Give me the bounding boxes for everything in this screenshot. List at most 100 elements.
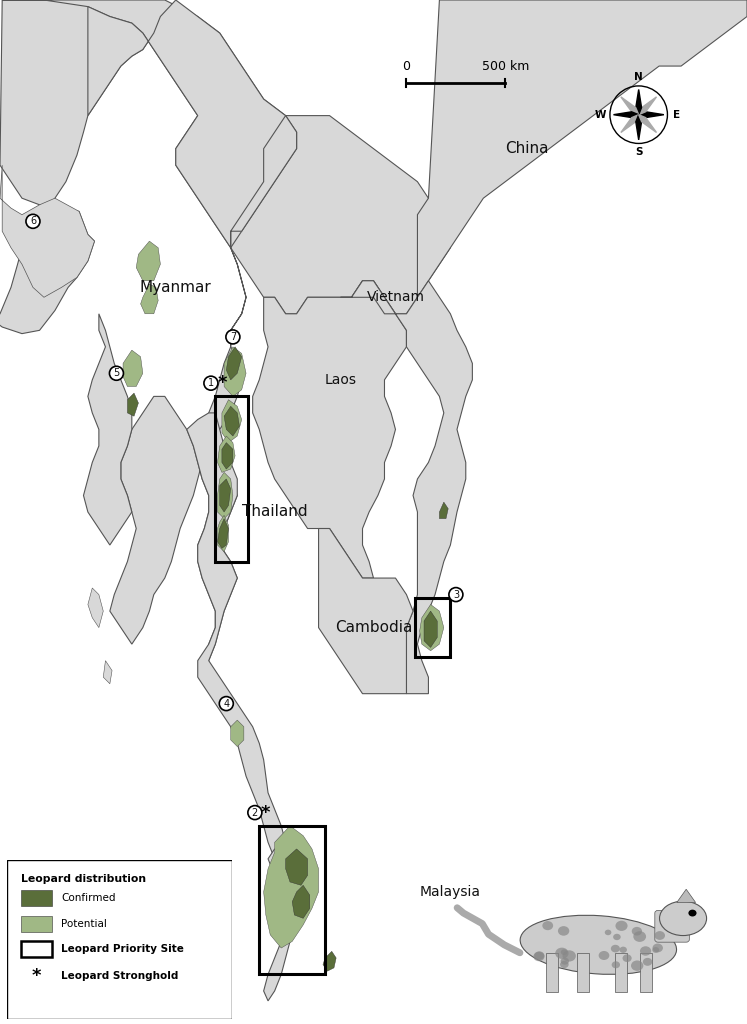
Ellipse shape <box>520 915 677 975</box>
Polygon shape <box>123 350 143 386</box>
Polygon shape <box>2 0 450 313</box>
Bar <box>639 952 651 992</box>
Polygon shape <box>264 849 308 1000</box>
Circle shape <box>622 954 632 962</box>
Text: *: * <box>261 804 270 821</box>
Polygon shape <box>318 528 413 693</box>
Text: E: E <box>673 110 680 120</box>
Circle shape <box>640 946 651 955</box>
Text: Cambodia: Cambodia <box>335 621 412 635</box>
Text: 6: 6 <box>30 216 36 226</box>
Circle shape <box>248 806 262 819</box>
Polygon shape <box>439 502 448 518</box>
Circle shape <box>689 909 696 916</box>
Polygon shape <box>252 281 406 579</box>
Circle shape <box>613 934 621 940</box>
Bar <box>21 941 52 957</box>
Polygon shape <box>128 393 138 416</box>
Text: China: China <box>506 141 549 156</box>
Text: 7: 7 <box>230 332 236 342</box>
Bar <box>615 952 627 992</box>
Circle shape <box>26 214 40 228</box>
Text: 2: 2 <box>252 808 258 817</box>
Text: Leopard Priority Site: Leopard Priority Site <box>61 944 184 954</box>
Polygon shape <box>613 112 639 118</box>
Circle shape <box>598 951 610 959</box>
Text: Leopard Stronghold: Leopard Stronghold <box>61 971 179 981</box>
Polygon shape <box>220 479 231 512</box>
Circle shape <box>204 376 218 390</box>
Circle shape <box>449 588 463 601</box>
Circle shape <box>605 930 611 935</box>
Polygon shape <box>217 518 229 548</box>
Text: Potential: Potential <box>61 919 107 929</box>
Circle shape <box>110 367 123 380</box>
Ellipse shape <box>660 901 707 936</box>
Polygon shape <box>224 347 246 396</box>
Text: *: * <box>217 374 226 392</box>
Polygon shape <box>639 97 657 115</box>
FancyBboxPatch shape <box>655 910 689 942</box>
Polygon shape <box>621 115 639 132</box>
Circle shape <box>611 945 620 952</box>
Text: Malaysia: Malaysia <box>420 885 481 899</box>
Polygon shape <box>424 611 437 647</box>
Polygon shape <box>84 313 131 545</box>
Text: *: * <box>32 967 41 985</box>
Circle shape <box>561 949 568 955</box>
Circle shape <box>555 947 568 958</box>
Circle shape <box>643 957 652 966</box>
Polygon shape <box>0 0 165 776</box>
Text: Thailand: Thailand <box>242 505 308 519</box>
Polygon shape <box>639 115 657 132</box>
Polygon shape <box>285 849 308 886</box>
Bar <box>21 890 52 906</box>
Bar <box>215 396 248 561</box>
Text: 3: 3 <box>453 590 459 600</box>
Polygon shape <box>418 0 747 297</box>
Polygon shape <box>621 97 639 115</box>
Polygon shape <box>677 889 695 902</box>
Polygon shape <box>217 436 235 472</box>
Text: 1: 1 <box>208 378 214 388</box>
Bar <box>545 952 557 992</box>
Text: 500 km: 500 km <box>482 59 529 73</box>
Text: W: W <box>595 110 607 120</box>
Polygon shape <box>217 515 229 552</box>
Circle shape <box>542 921 553 930</box>
Circle shape <box>653 943 663 952</box>
Polygon shape <box>110 116 297 660</box>
Polygon shape <box>140 284 158 313</box>
Text: 5: 5 <box>114 369 120 378</box>
Polygon shape <box>636 89 642 115</box>
Polygon shape <box>226 347 242 380</box>
Text: N: N <box>634 72 643 82</box>
Text: 4: 4 <box>223 698 229 709</box>
Polygon shape <box>136 241 161 281</box>
Polygon shape <box>420 604 444 650</box>
Polygon shape <box>636 115 642 140</box>
Polygon shape <box>187 413 308 908</box>
Circle shape <box>533 951 545 962</box>
Circle shape <box>654 931 665 940</box>
Polygon shape <box>103 660 112 684</box>
Circle shape <box>631 961 643 971</box>
Circle shape <box>560 961 568 968</box>
Circle shape <box>561 957 569 965</box>
Circle shape <box>633 931 646 942</box>
Text: Confirmed: Confirmed <box>61 893 116 903</box>
Polygon shape <box>217 472 233 518</box>
Polygon shape <box>292 886 310 919</box>
Circle shape <box>612 962 620 969</box>
Polygon shape <box>264 825 318 948</box>
Circle shape <box>616 921 627 931</box>
Circle shape <box>226 330 240 344</box>
Circle shape <box>652 947 659 953</box>
Polygon shape <box>222 399 242 442</box>
Circle shape <box>619 946 627 953</box>
Polygon shape <box>231 720 244 746</box>
Polygon shape <box>224 407 240 436</box>
Polygon shape <box>222 442 233 469</box>
Polygon shape <box>88 588 103 628</box>
Circle shape <box>534 951 545 959</box>
